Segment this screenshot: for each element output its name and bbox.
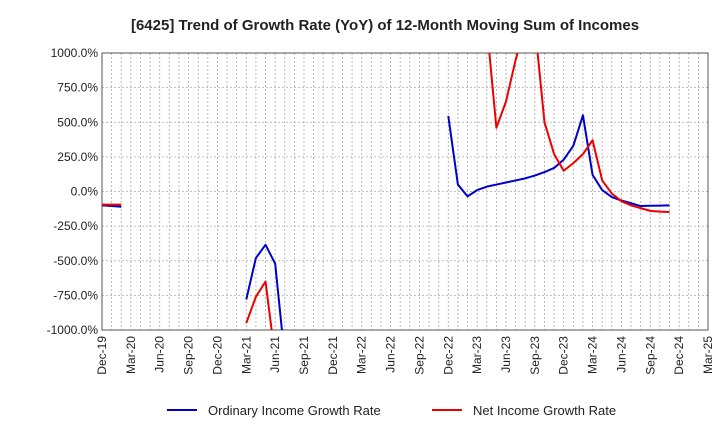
- x-tick-label: Sep-23: [528, 336, 542, 375]
- y-tick-label: 0.0%: [71, 185, 99, 199]
- y-tick-label: 1000.0%: [51, 46, 99, 60]
- x-tick-label: Dec-24: [672, 336, 686, 375]
- legend-label: Ordinary Income Growth Rate: [208, 403, 381, 418]
- x-tick-label: Jun-23: [499, 336, 513, 373]
- x-tick-label: Sep-22: [412, 336, 426, 375]
- series-clip-group: [102, 53, 670, 330]
- series-line-1: [245, 243, 283, 330]
- x-tick-label: Dec-20: [210, 336, 224, 375]
- x-tick-label: Jun-22: [384, 336, 398, 373]
- x-tick-label: Mar-21: [239, 336, 253, 374]
- y-axis: 1000.0% 750.0% 500.0% 250.0% 0.0% -250.0% -500…: [47, 46, 99, 337]
- x-tick-label: Mar-25: [701, 336, 715, 374]
- x-tick-label: Mar-20: [124, 336, 138, 374]
- y-tick-label: 500.0%: [57, 115, 98, 129]
- x-tick-label: Jun-21: [268, 336, 282, 373]
- legend: Ordinary Income Growth Rate Net Income Gr…: [167, 403, 616, 418]
- y-tick-label: -250.0%: [53, 219, 98, 233]
- series-line-2: [245, 280, 273, 330]
- y-tick-label: 750.0%: [57, 81, 98, 95]
- y-tick-label: -1000.0%: [47, 323, 99, 337]
- legend-label: Net Income Growth Rate: [473, 403, 616, 418]
- x-tick-label: Mar-22: [355, 336, 369, 374]
- grid: [101, 52, 709, 331]
- x-tick-label: Jun-24: [614, 336, 628, 373]
- x-tick-label: Mar-24: [586, 336, 600, 374]
- x-axis: Dec-19 Mar-20 Jun-20 Sep-20 Dec-20 Mar-21 Jun-…: [95, 336, 715, 375]
- x-tick-label: Dec-19: [95, 336, 109, 375]
- x-tick-label: Sep-24: [643, 336, 657, 375]
- y-tick-label: 250.0%: [57, 150, 98, 164]
- y-tick-label: -750.0%: [53, 288, 98, 302]
- x-tick-label: Dec-23: [557, 336, 571, 375]
- series-layer: [102, 53, 670, 330]
- x-tick-label: Sep-21: [297, 336, 311, 375]
- x-tick-label: Jun-20: [153, 336, 167, 373]
- plot-area: [101, 52, 709, 331]
- y-tick-label: -500.0%: [53, 254, 98, 268]
- chart-title: [6425] Trend of Growth Rate (YoY) of 12-…: [131, 17, 639, 34]
- x-tick-label: Mar-23: [470, 336, 484, 374]
- x-tick-label: Dec-21: [326, 336, 340, 375]
- x-tick-label: Sep-20: [182, 336, 196, 375]
- series-line-2: [488, 53, 670, 213]
- x-tick-label: Dec-22: [441, 336, 455, 375]
- plot-frame: [101, 52, 709, 331]
